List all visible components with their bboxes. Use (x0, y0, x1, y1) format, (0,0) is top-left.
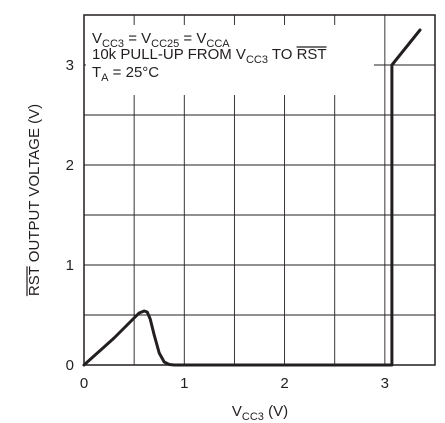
x-tick-label: 1 (180, 375, 188, 392)
x-tick-label: 2 (280, 375, 288, 392)
y-tick-label: 0 (66, 357, 74, 374)
x-tick-label: 0 (80, 375, 88, 392)
y-tick-label: 1 (66, 257, 74, 274)
annotation-background (86, 25, 374, 95)
annotation-box: VCC3 = VCC25 = VCCA 10k PULL-UP FROM VCC… (86, 25, 374, 95)
y-tick-labels: 0 1 2 3 (66, 57, 74, 374)
y-tick-label: 3 (66, 57, 74, 74)
y-tick-label: 2 (66, 157, 74, 174)
x-tick-label: 3 (381, 375, 389, 392)
annotation-line-1: VCC3 = VCC25 = VCCA (92, 30, 230, 50)
series-line (82, 28, 422, 367)
annotation-line-2: 10k PULL-UP FROM VCC3 TO RST (92, 46, 327, 66)
svg-text:RST OUTPUT VOLTAGE (V): RST OUTPUT VOLTAGE (V) (26, 104, 43, 296)
x-tick-labels: 0 1 2 3 (80, 375, 389, 392)
annotation-line-3: TA = 25°C (92, 64, 159, 84)
y-axis-title: RST OUTPUT VOLTAGE (V) (26, 104, 43, 297)
x-axis-title: VCC3 (V) (232, 403, 288, 423)
